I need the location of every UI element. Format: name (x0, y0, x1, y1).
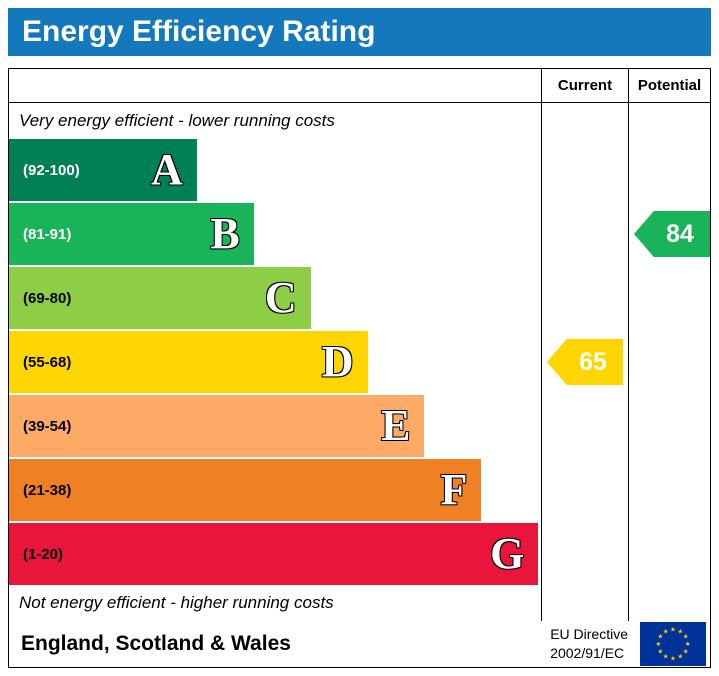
svg-text:★: ★ (677, 627, 683, 635)
band-g-range: (1-20) (23, 545, 64, 563)
band-f-letter: F (440, 465, 468, 514)
band-b-letter: B (210, 209, 241, 258)
band-d-range: (55-68) (23, 353, 72, 371)
band-g: (1-20) G (9, 523, 539, 585)
svg-text:★: ★ (663, 653, 669, 661)
epc-chart-grid: Very energy efficient - lower running co… (9, 69, 710, 622)
current-column: Current 65 (542, 69, 629, 621)
eu-directive-label: EU Directive 2002/91/EC (550, 625, 638, 663)
band-c-letter: C (264, 273, 297, 322)
band-e-letter: E (380, 401, 411, 450)
eu-flag-icon: ★ ★ ★ ★ ★ ★ ★ ★ ★ ★ ★ ★ (640, 622, 706, 666)
current-rating-arrow: 65 (547, 339, 623, 385)
svg-text:★: ★ (683, 647, 689, 655)
epc-chart-frame: Very energy efficient - lower running co… (8, 68, 711, 668)
svg-text:★: ★ (670, 625, 676, 633)
svg-text:★: ★ (677, 653, 683, 661)
band-c: (69-80) C (9, 267, 311, 329)
bands-column: Very energy efficient - lower running co… (9, 69, 542, 621)
svg-text:★: ★ (663, 627, 669, 635)
band-f: (21-38) F (9, 459, 482, 521)
band-a-range: (92-100) (23, 161, 80, 179)
band-b: (81-91) B (9, 203, 254, 265)
potential-rating-arrow: 84 (634, 211, 710, 257)
band-g-letter: G (489, 529, 525, 578)
rating-bands: (92-100) A (81-91) B (69-80) C (55-68) D (9, 139, 541, 585)
band-b-range: (81-91) (23, 225, 72, 243)
band-a: (92-100) A (9, 139, 197, 201)
svg-text:★: ★ (655, 640, 661, 648)
region-label: England, Scotland & Wales (21, 632, 291, 655)
band-e-range: (39-54) (23, 417, 72, 435)
bottom-caption: Not energy efficient - higher running co… (19, 593, 334, 612)
svg-text:★: ★ (683, 633, 689, 641)
band-e: (39-54) E (9, 395, 425, 457)
potential-header: Potential (629, 69, 710, 103)
band-c-range: (69-80) (23, 289, 72, 307)
potential-column: Potential 84 (629, 69, 710, 621)
bands-header-spacer (9, 69, 541, 103)
svg-text:★: ★ (657, 633, 663, 641)
current-header: Current (542, 69, 628, 103)
band-a-letter: A (150, 145, 183, 194)
band-f-range: (21-38) (23, 481, 72, 499)
band-d: (55-68) D (9, 331, 368, 393)
eu-directive-line1: EU Directive (550, 626, 628, 643)
footer: England, Scotland & Wales EU Directive 2… (9, 621, 710, 667)
band-d-letter: D (321, 337, 354, 386)
current-rating-value: 65 (579, 347, 607, 376)
svg-text:★: ★ (670, 655, 676, 663)
top-caption: Very energy efficient - lower running co… (19, 111, 335, 130)
svg-text:★: ★ (685, 640, 691, 648)
potential-rating-value: 84 (666, 219, 694, 248)
svg-text:★: ★ (657, 647, 663, 655)
eu-directive-line2: 2002/91/EC (550, 645, 625, 661)
page-title: Energy Efficiency Rating (8, 8, 711, 56)
